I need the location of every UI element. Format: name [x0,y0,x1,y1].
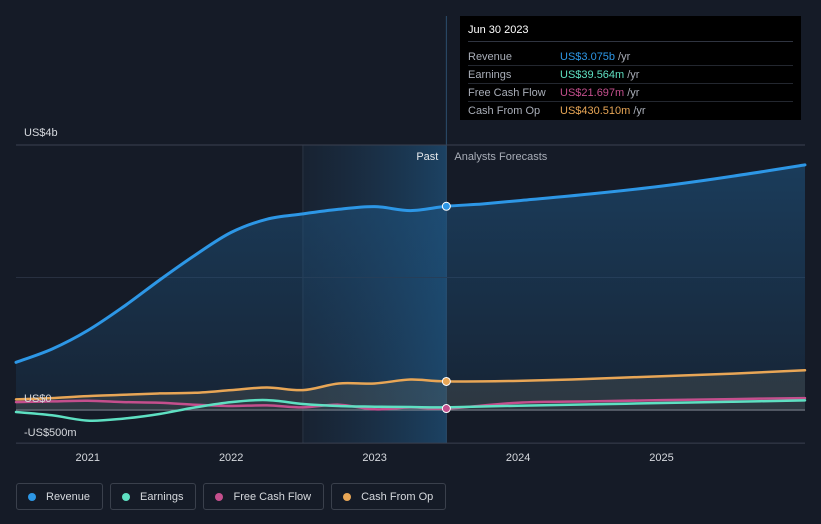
tooltip: Jun 30 2023 Revenue US$3.075b /yr Earnin… [460,16,801,120]
revenue-current-marker [441,201,451,211]
x-tick-2024: 2024 [506,452,530,464]
tooltip-unit: /yr [627,68,640,81]
tooltip-unit: /yr [627,86,640,99]
free-cash-flow-current-marker [441,404,451,414]
cash-from-op-line [14,369,807,401]
earnings-dot-icon [122,492,131,501]
y-label-zero: US$0 [24,393,52,405]
cash-from-op-dot-icon [343,492,352,501]
tooltip-value: US$430.510m [560,104,631,117]
legend-label: Free Cash Flow [233,490,312,503]
tooltip-row-free-cash-flow: Free Cash Flow US$21.697m /yr [468,84,793,102]
cash-from-op-current-marker [441,376,451,386]
y-label-top: US$4b [24,127,58,139]
x-tick-2023: 2023 [362,452,386,464]
tooltip-value: US$21.697m [560,86,625,99]
tooltip-label: Earnings [468,68,512,81]
legend-label: Earnings [140,490,184,503]
y-label-bottom: -US$500m [24,427,77,439]
tooltip-row-earnings: Earnings US$39.564m /yr [468,66,793,84]
legend: Revenue Earnings Free Cash Flow Cash Fro… [16,483,447,510]
legend-item-cash-from-op[interactable]: Cash From Op [331,483,447,510]
revenue-line [14,163,807,364]
tooltip-row-revenue: Revenue US$3.075b /yr [468,48,793,66]
legend-item-revenue[interactable]: Revenue [16,483,104,510]
past-label: Past [416,151,438,163]
tooltip-unit: /yr [618,50,631,63]
tooltip-label: Revenue [468,50,513,63]
revenue-area [16,164,805,410]
tooltip-row-cash-from-op: Cash From Op US$430.510m /yr [468,102,793,119]
legend-item-free-cash-flow[interactable]: Free Cash Flow [203,483,325,510]
tooltip-date: Jun 30 2023 [468,24,793,42]
forecast-label: Analysts Forecasts [454,151,547,163]
legend-label: Cash From Op [361,490,434,503]
tooltip-value: US$39.564m [560,68,625,81]
revenue-dot-icon [28,492,36,501]
x-tick-2022: 2022 [219,452,243,464]
x-tick-2021: 2021 [75,452,99,464]
legend-label: Revenue [46,490,91,503]
earnings-line [14,398,807,422]
tooltip-unit: /yr [633,104,646,117]
x-tick-2025: 2025 [649,452,673,464]
free-cash-flow-dot-icon [215,492,224,501]
tooltip-value: US$3.075b [560,50,616,63]
tooltip-label: Free Cash Flow [468,86,546,99]
tooltip-label: Cash From Op [468,104,541,117]
legend-item-earnings[interactable]: Earnings [110,483,197,510]
